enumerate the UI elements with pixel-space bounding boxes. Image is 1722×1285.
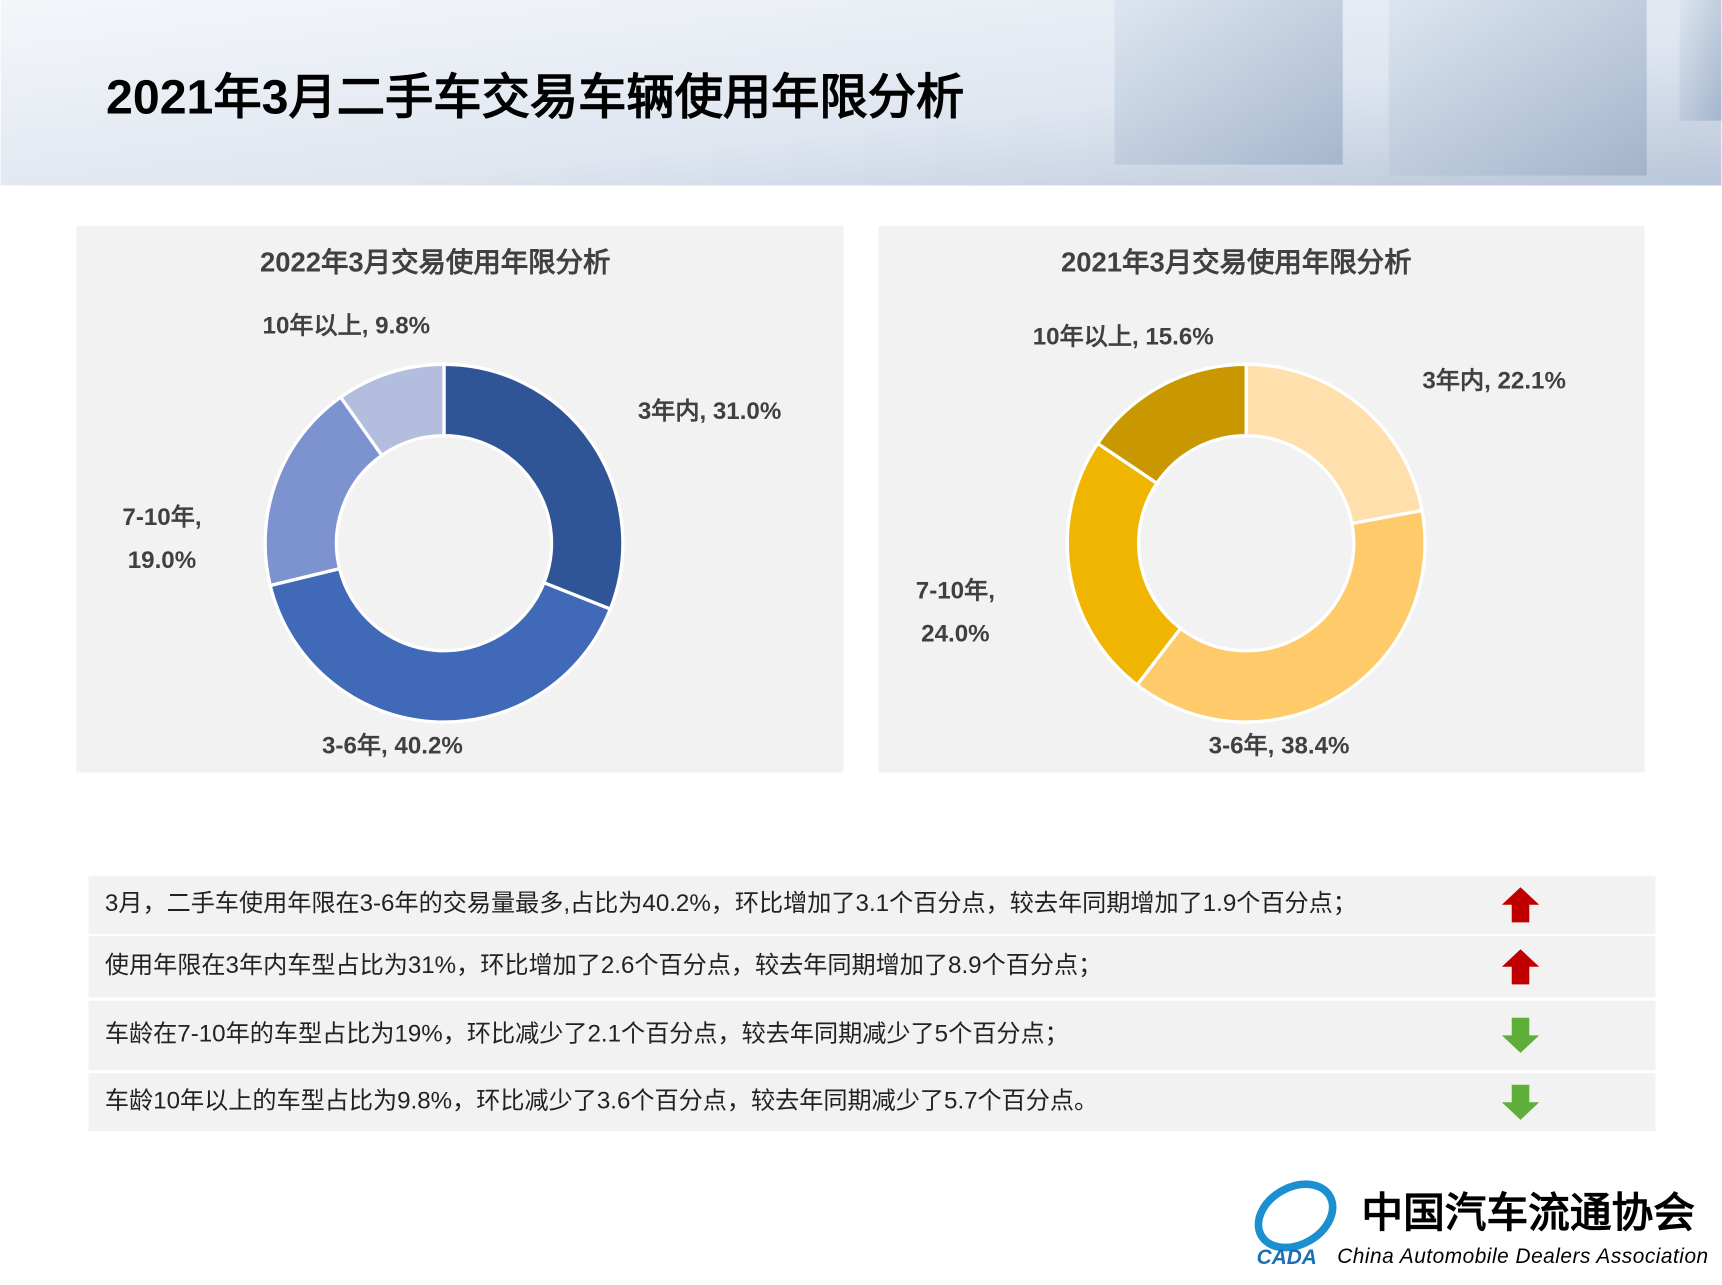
data-label: 10年以上, 15.6% [1033, 322, 1214, 350]
header-cube [1679, 0, 1722, 121]
chart-title: 2021年3月交易使用年限分析 [1061, 247, 1411, 278]
data-label: 7-10年, 24.0% [916, 577, 995, 648]
trend-up-arrow [1501, 949, 1540, 985]
note-row [88, 936, 1656, 998]
note-text: 使用年限在3年内车型占比为31%，环比增加了2.6个百分点，较去年同期增加了8.… [105, 952, 1102, 979]
data-label-line: 19.0% [128, 547, 196, 574]
data-label-line: 7-10年, [122, 503, 201, 531]
donut-slice [1095, 362, 1248, 486]
logo-english: China Automobile Dealers Association [1337, 1245, 1708, 1268]
note-text: 车龄10年以上的车型占比为9.8%，环比减少了3.6个百分点，较去年同期减少了5… [105, 1088, 1098, 1115]
logo-mark: CADA [1257, 1246, 1317, 1269]
donut-slice [268, 566, 613, 724]
data-label: 3年内, 31.0% [638, 397, 781, 425]
donut-slice [442, 362, 625, 612]
note-row [88, 1000, 1656, 1070]
logo: CADA 中国汽车流通协会 China Automobile Dealers A… [1254, 1180, 1708, 1269]
header-cube [1388, 0, 1647, 176]
trend-up-arrow [1501, 887, 1540, 923]
data-label-line: 24.0% [921, 621, 989, 648]
note-text: 3月，二手车使用年限在3-6年的交易量最多,占比为40.2%，环比增加了3.1个… [105, 890, 1357, 917]
note-row [88, 875, 1656, 934]
trend-down-arrow [1501, 1017, 1540, 1053]
logo-emblem [1254, 1180, 1337, 1252]
page-title: 2021年3月二手车交易车辆使用年限分析 [106, 71, 964, 125]
data-label-line: 7-10年, [916, 577, 995, 605]
donut-slice [1244, 362, 1424, 526]
data-label: 10年以上, 9.8% [263, 311, 431, 339]
donut-slice [263, 394, 385, 588]
header-cube [1114, 0, 1343, 165]
data-label: 3-6年, 38.4% [1209, 732, 1350, 760]
donut-slice [338, 362, 446, 458]
note-text: 车龄在7-10年的车型占比为19%，环比减少了2.1个百分点，较去年同期减少了5… [105, 1021, 1069, 1048]
donut-slice [1134, 508, 1427, 724]
data-label: 3年内, 22.1% [1422, 366, 1565, 394]
note-row [88, 1073, 1656, 1132]
data-label: 7-10年, 19.0% [122, 503, 201, 574]
chart-title: 2022年3月交易使用年限分析 [260, 247, 610, 278]
trend-down-arrow [1501, 1084, 1540, 1120]
donut-slice [1065, 441, 1183, 688]
logo-name: 中国汽车流通协会 [1361, 1189, 1695, 1236]
data-label: 3-6年, 40.2% [322, 732, 463, 760]
